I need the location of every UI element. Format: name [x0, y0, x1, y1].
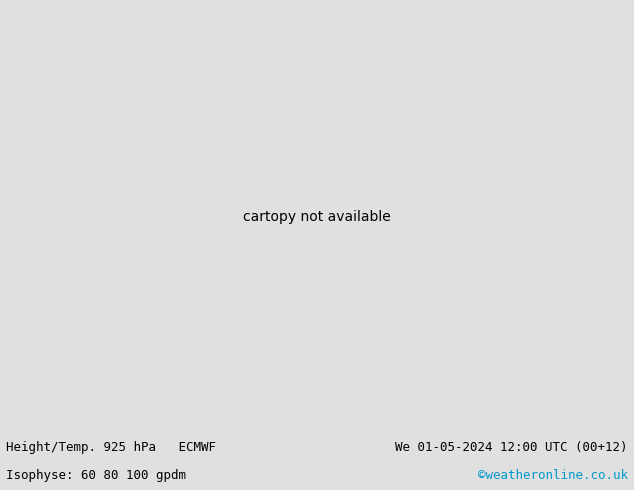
Text: ©weatheronline.co.uk: ©weatheronline.co.uk: [477, 469, 628, 483]
Text: Isophyse: 60 80 100 gpdm: Isophyse: 60 80 100 gpdm: [6, 469, 186, 483]
Text: Height/Temp. 925 hPa   ECMWF: Height/Temp. 925 hPa ECMWF: [6, 441, 216, 454]
Text: We 01-05-2024 12:00 UTC (00+12): We 01-05-2024 12:00 UTC (00+12): [395, 441, 628, 454]
Text: cartopy not available: cartopy not available: [243, 210, 391, 224]
